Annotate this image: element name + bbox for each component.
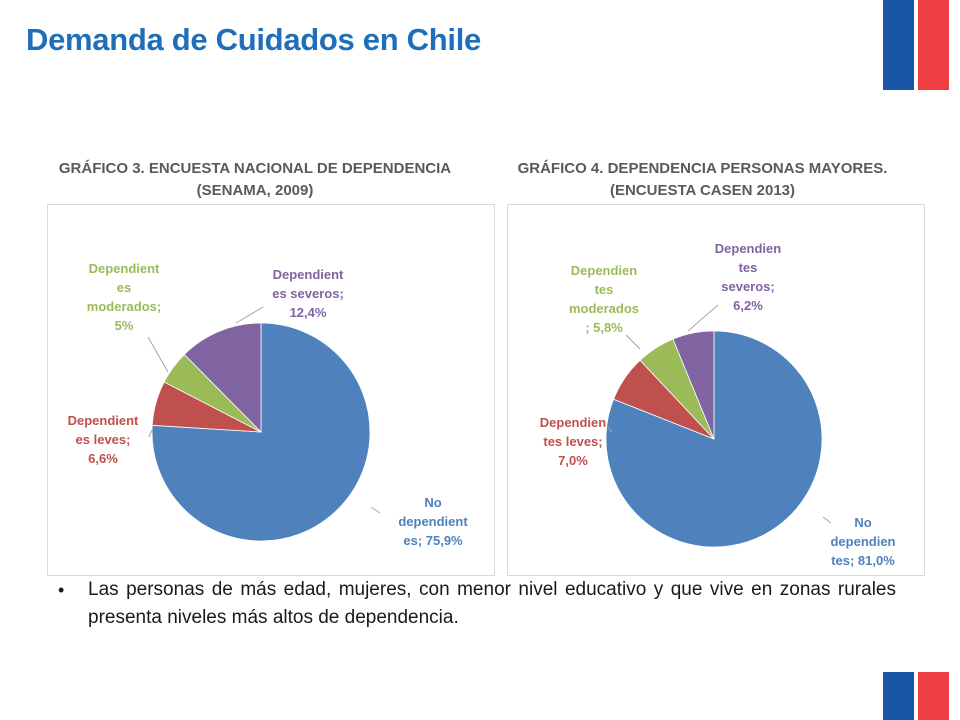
flag-red-band — [916, 0, 949, 90]
chile-flag-bottom — [883, 672, 949, 720]
chart-2-svg — [605, 304, 832, 548]
leader-line-moderados — [625, 334, 641, 350]
leader-line-severos — [687, 304, 719, 332]
slice-label-leves: Dependient es leves; 6,6% — [67, 413, 139, 466]
slice-label-no-dependientes: No dependient es; 75,9% — [398, 495, 468, 548]
leader-line-severos — [235, 306, 264, 324]
bullet-icon: • — [58, 580, 65, 600]
leader-line-leves — [607, 426, 613, 433]
slice-label-moderados: Dependient es moderados; 5% — [86, 261, 162, 333]
leader-line-leves — [148, 429, 153, 438]
chart-2-title: GRÁFICO 4. DEPENDENCIA PERSONAS MAYORES.… — [517, 160, 888, 199]
bullet-text: Las personas de más edad, mujeres, con m… — [88, 579, 896, 628]
slice-label-no-dependientes: No dependien tes; 81,0% — [830, 515, 896, 568]
chart-1-title: GRÁFICO 3. ENCUESTA NACIONAL DE DEPENDEN… — [58, 160, 452, 199]
slice-severos — [672, 330, 715, 440]
slice-label-moderados: Dependien tes moderados ; 5,8% — [568, 263, 640, 335]
chile-flag-top — [883, 0, 949, 90]
leader-line-no-dependientes — [822, 516, 832, 524]
chart-2-pie: No dependien tes; 81,0% Dependien tes le… — [507, 204, 925, 576]
flag-white-stripe — [914, 672, 918, 720]
slice-no-dependientes — [151, 322, 371, 542]
flag-blue-band — [883, 672, 916, 720]
flag-red-band — [916, 672, 949, 720]
slice-label-severos: Dependien tes severos; 6,2% — [714, 241, 782, 313]
chart-1-pie: No dependient es; 75,9% Dependient es le… — [47, 204, 495, 576]
leader-line-no-dependientes — [370, 506, 381, 514]
slice-label-leves: Dependien tes leves; 7,0% — [539, 415, 607, 468]
chart-1-svg — [147, 306, 381, 542]
page-title: Demanda de Cuidados en Chile — [26, 22, 481, 57]
flag-white-stripe — [914, 0, 918, 90]
leader-line-moderados — [147, 336, 169, 373]
slice-severos — [183, 322, 262, 433]
slice-label-severos: Dependient es severos; 12,4% — [272, 267, 344, 320]
flag-blue-band — [883, 0, 916, 90]
